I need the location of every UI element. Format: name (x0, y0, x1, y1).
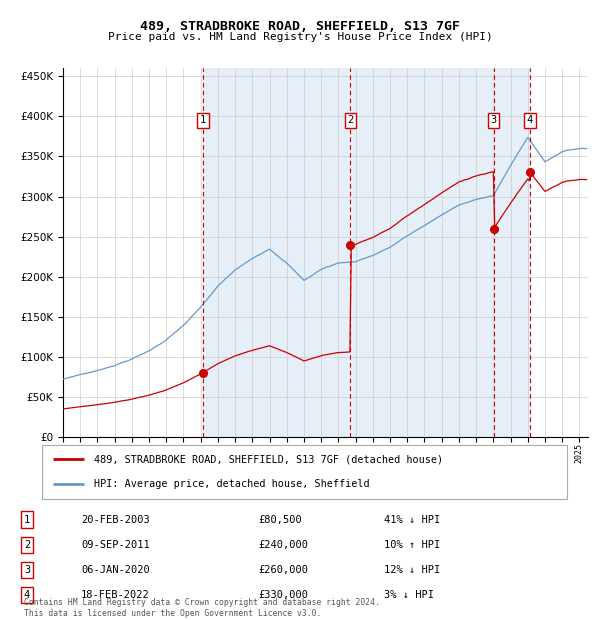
Text: 2: 2 (347, 115, 353, 125)
Text: 09-SEP-2011: 09-SEP-2011 (81, 539, 150, 550)
Text: £240,000: £240,000 (258, 539, 308, 550)
Text: 489, STRADBROKE ROAD, SHEFFIELD, S13 7GF: 489, STRADBROKE ROAD, SHEFFIELD, S13 7GF (140, 20, 460, 33)
Text: 06-JAN-2020: 06-JAN-2020 (81, 565, 150, 575)
Text: 1: 1 (24, 515, 30, 525)
Bar (203, 68, 530, 437)
Text: 18-FEB-2022: 18-FEB-2022 (81, 590, 150, 600)
Text: 4: 4 (527, 115, 533, 125)
Text: Contains HM Land Registry data © Crown copyright and database right 2024.
This d: Contains HM Land Registry data © Crown c… (24, 598, 380, 618)
Text: 41% ↓ HPI: 41% ↓ HPI (384, 515, 440, 525)
Text: HPI: Average price, detached house, Sheffield: HPI: Average price, detached house, Shef… (95, 479, 370, 489)
Text: £330,000: £330,000 (258, 590, 308, 600)
Text: 4: 4 (24, 590, 30, 600)
Text: 10% ↑ HPI: 10% ↑ HPI (384, 539, 440, 550)
Text: Price paid vs. HM Land Registry's House Price Index (HPI): Price paid vs. HM Land Registry's House … (107, 32, 493, 42)
Text: 3: 3 (491, 115, 497, 125)
Text: 12% ↓ HPI: 12% ↓ HPI (384, 565, 440, 575)
Text: 1: 1 (200, 115, 206, 125)
Text: £260,000: £260,000 (258, 565, 308, 575)
Text: 3% ↓ HPI: 3% ↓ HPI (384, 590, 434, 600)
Text: 3: 3 (24, 565, 30, 575)
Text: 489, STRADBROKE ROAD, SHEFFIELD, S13 7GF (detached house): 489, STRADBROKE ROAD, SHEFFIELD, S13 7GF… (95, 454, 443, 464)
Text: 2: 2 (24, 539, 30, 550)
Text: 20-FEB-2003: 20-FEB-2003 (81, 515, 150, 525)
Text: £80,500: £80,500 (258, 515, 302, 525)
